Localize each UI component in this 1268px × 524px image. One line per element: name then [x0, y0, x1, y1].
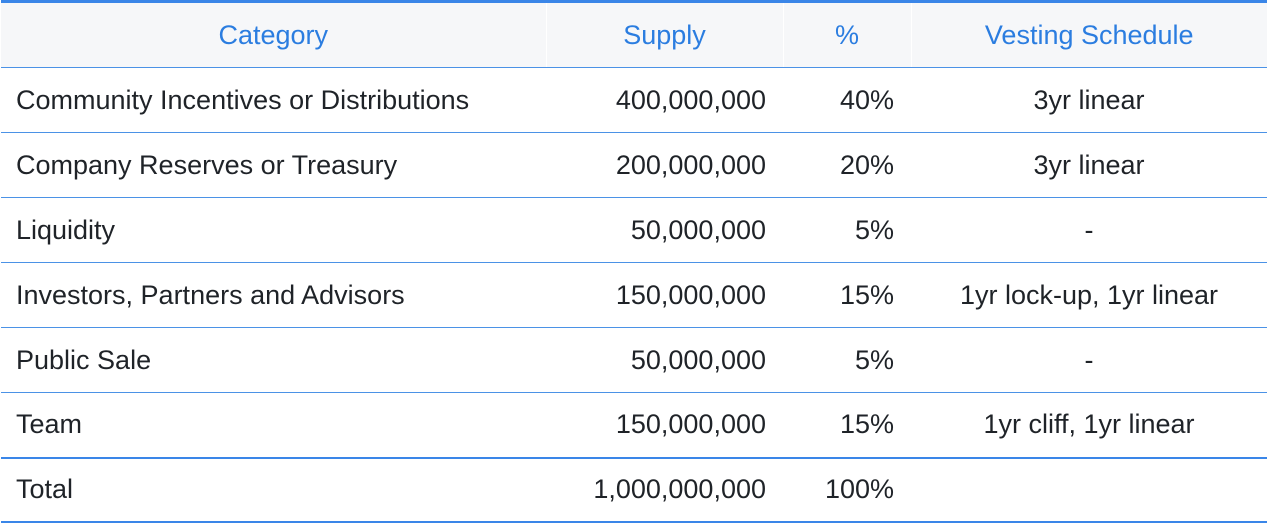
vesting-cell: - — [1084, 214, 1094, 245]
table-row: Team 150,000,000 15% 1yr cliff, 1yr line… — [1, 393, 1267, 458]
vesting-cell: 3yr linear — [1033, 84, 1145, 115]
vesting-cell: - — [1084, 344, 1094, 375]
category-cell: Public Sale — [16, 344, 152, 375]
total-label: Total — [16, 474, 74, 504]
supply-cell: 200,000,000 — [615, 149, 766, 180]
supply-cell: 150,000,000 — [615, 409, 766, 440]
supply-cell: 50,000,000 — [630, 214, 766, 245]
table-row: Liquidity 50,000,000 5% - — [1, 198, 1267, 263]
table-row: Community Incentives or Distributions 40… — [1, 68, 1267, 133]
table-body: Community Incentives or Distributions 40… — [1, 68, 1267, 458]
category-cell: Liquidity — [16, 214, 116, 245]
total-supply: 1,000,000,000 — [593, 474, 766, 504]
header-row: Category Supply % Vesting Schedule — [1, 1, 1267, 68]
table-row: Company Reserves or Treasury 200,000,000… — [1, 133, 1267, 198]
percent-cell: 15% — [839, 279, 894, 310]
category-cell: Investors, Partners and Advisors — [16, 279, 405, 310]
category-cell: Community Incentives or Distributions — [16, 84, 470, 115]
vesting-cell: 1yr lock-up, 1yr linear — [959, 279, 1219, 310]
percent-cell: 5% — [854, 344, 894, 375]
header-percent: % — [782, 1, 911, 68]
percent-cell: 20% — [839, 149, 894, 180]
header-category: Category — [1, 1, 546, 68]
percent-cell: 5% — [854, 214, 894, 245]
table-row: Investors, Partners and Advisors 150,000… — [1, 263, 1267, 328]
table-row: Public Sale 50,000,000 5% - — [1, 328, 1267, 393]
percent-cell: 40% — [839, 84, 894, 115]
supply-cell: 150,000,000 — [615, 279, 766, 310]
total-vesting — [911, 458, 1267, 522]
table-footer: Total 1,000,000,000 100% — [1, 457, 1267, 522]
vesting-cell: 3yr linear — [1033, 149, 1145, 180]
percent-cell: 15% — [839, 409, 894, 440]
total-percent: 100% — [824, 474, 894, 504]
category-cell: Team — [16, 409, 83, 440]
header-vesting-schedule: Vesting Schedule — [910, 1, 1267, 68]
supply-cell: 50,000,000 — [630, 344, 766, 375]
total-row: Total 1,000,000,000 100% — [1, 457, 1267, 522]
table-header: Category Supply % Vesting Schedule — [1, 1, 1267, 68]
header-supply: Supply — [545, 1, 783, 68]
supply-cell: 400,000,000 — [615, 84, 766, 115]
category-cell: Company Reserves or Treasury — [16, 149, 398, 180]
vesting-cell: 1yr cliff, 1yr linear — [983, 409, 1195, 440]
